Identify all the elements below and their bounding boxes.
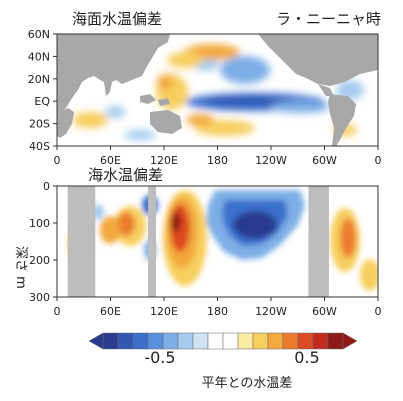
bottom-x-tick-label: 0 (54, 305, 61, 318)
bottom-y-tick-label: 300 (29, 291, 50, 304)
colorbar-cell (297, 332, 314, 350)
land-mask-column (67, 186, 96, 297)
colorbar-caption: 平年との水温差 (202, 376, 293, 391)
colorbar-cell (147, 332, 164, 350)
colorbar-tick-neg: -0.5 (144, 348, 175, 367)
colorbar-arrow-low (88, 332, 104, 350)
bottom-panel-title: 海水温偏差 (88, 166, 163, 184)
bottom-x-tick-label: 0 (375, 305, 382, 318)
top-x-tick-label: 120W (255, 154, 287, 167)
top-x-axis: 0 60E 120E 180 120W 60W 0 (54, 146, 382, 167)
colorbar-cell (327, 332, 344, 350)
land-mask-columns (67, 186, 329, 297)
colorbar-cell (267, 332, 284, 350)
colorbar-cell (207, 332, 224, 350)
subsurface-anomaly-field (57, 186, 378, 297)
bottom-y-tick-label: 200 (29, 254, 50, 267)
top-panel-title: 海面水温偏差 (72, 10, 162, 28)
colorbar-cell (117, 332, 134, 350)
colorbar-cell (237, 332, 254, 350)
colorbar-cell (312, 332, 329, 350)
bottom-x-tick-label: 120E (150, 305, 178, 318)
top-x-tick-label: 120E (150, 154, 178, 167)
colorbar-cell (192, 332, 209, 350)
top-y-tick-label: 60N (28, 28, 50, 41)
colorbar-cell (222, 332, 239, 350)
bottom-x-tick-label: 60E (100, 305, 121, 318)
bottom-y-tick-label: 100 (29, 217, 50, 230)
top-x-tick-label: 60E (100, 154, 121, 167)
top-x-tick-label: 60W (312, 154, 337, 167)
top-y-tick-label: 40N (28, 50, 50, 63)
colorbar-arrow-high (342, 332, 358, 350)
colorbar-cell (177, 332, 194, 350)
top-x-tick-label: 0 (375, 154, 382, 167)
bottom-x-tick-label: 120W (255, 305, 287, 318)
sst-anomaly-field (57, 34, 378, 146)
bottom-y-label: 深さ m (13, 246, 28, 289)
colorbar-cell (162, 332, 179, 350)
top-y-axis: 60N 40N 20N EQ 20S 40S (28, 28, 57, 153)
colorbar-cell (282, 332, 299, 350)
colorbar-cell (102, 332, 119, 350)
top-x-tick-label: 0 (54, 154, 61, 167)
bottom-y-tick-label: 0 (43, 180, 50, 193)
top-y-tick-label: 20N (28, 73, 50, 86)
land-mask (57, 34, 378, 146)
top-y-tick-label: 20S (29, 118, 50, 131)
bottom-x-axis: 0 60E 120E 180 120W 60W 0 (54, 297, 382, 318)
bottom-x-tick-label: 60W (312, 305, 337, 318)
colorbar: -0.5 0.5 平年との水温差 (88, 332, 358, 391)
subsurface-anomaly-panel: 0 100 200 300 0 60E 120E 180 120W 60W 0 海水温偏差 深さ … (13, 166, 382, 318)
top-y-tick-label: 40S (29, 140, 50, 153)
bottom-x-tick-label: 180 (207, 305, 228, 318)
top-y-tick-label: EQ (34, 95, 50, 108)
bottom-y-axis: 0 100 200 300 (29, 180, 57, 304)
top-panel-annotation: ラ・ニーニャ時 (276, 10, 381, 28)
sst-anomaly-panel: 60N 40N 20N EQ 20S 40S 0 60E 120E 180 120W 60W 0 海面… (28, 10, 382, 167)
land-mask-column (308, 186, 329, 297)
land-mask-column (147, 186, 156, 297)
colorbar-tick-pos: 0.5 (294, 348, 319, 367)
top-x-tick-label: 180 (207, 154, 228, 167)
colorbar-cell (132, 332, 149, 350)
colorbar-cell (252, 332, 269, 350)
